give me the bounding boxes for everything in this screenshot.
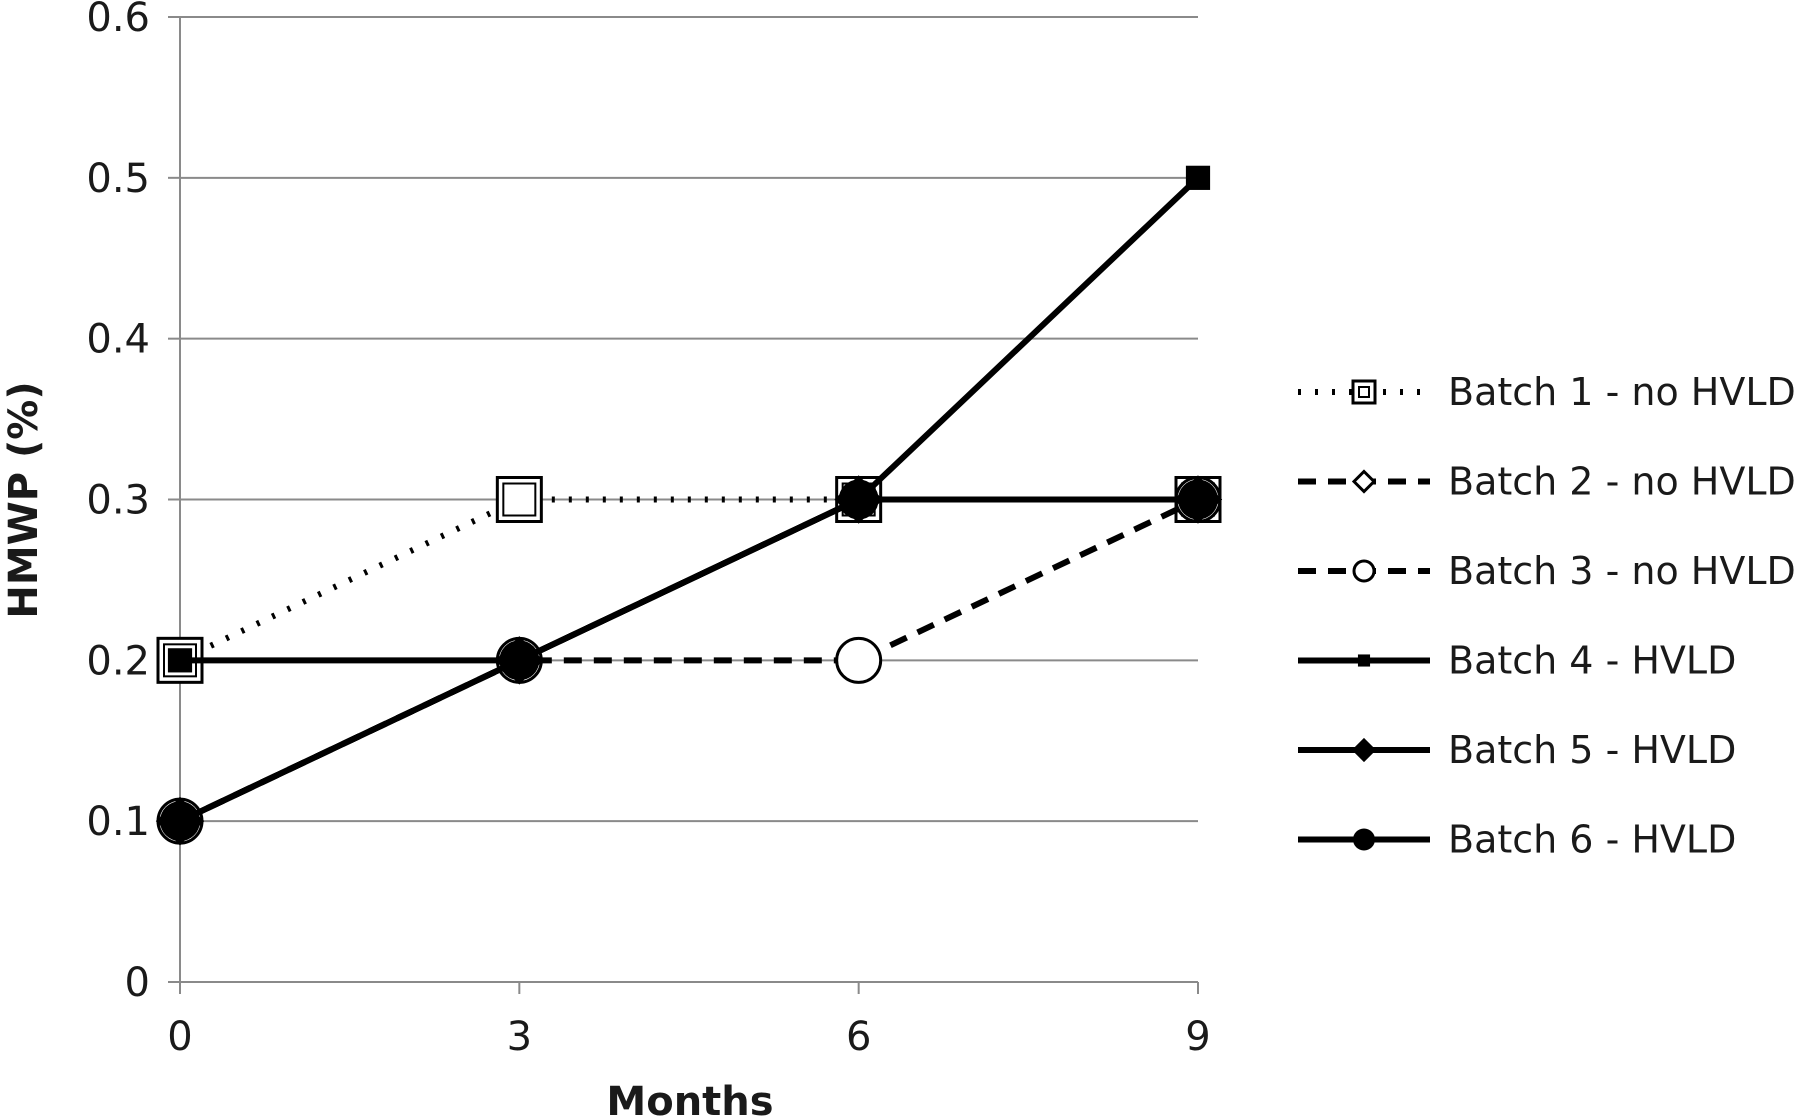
data-point: [495, 476, 543, 523]
data-point: [838, 479, 879, 520]
y-tick-label: 0.1: [86, 799, 150, 845]
data-point-outer: [495, 476, 543, 523]
x-tick-label: 6: [846, 1014, 871, 1060]
legend-item-2: Batch 2 - no HVLD: [1298, 460, 1796, 504]
legend-item-5: Batch 5 - HVLD: [1298, 728, 1736, 772]
axes: [168, 16, 1199, 994]
y-tick-label: 0: [125, 960, 150, 1006]
series-4: [167, 165, 1211, 673]
legend-marker: [1351, 379, 1377, 405]
data-point: [1185, 165, 1211, 190]
y-tick-label: 0.4: [86, 317, 150, 363]
x-axis-title: Months: [606, 1079, 773, 1119]
legend-marker: [1353, 828, 1375, 851]
x-tick-label: 0: [167, 1014, 192, 1060]
series-line-6: [178, 496, 1198, 824]
data-point: [160, 801, 200, 842]
data-point: [835, 636, 883, 684]
x-tick-label: 3: [507, 1014, 532, 1060]
y-tick-label: 0.2: [86, 638, 150, 684]
data-point: [167, 648, 193, 673]
legend-marker-inner: [1358, 386, 1370, 398]
legend-label: Batch 4 - HVLD: [1448, 639, 1736, 683]
legend-item-4: Batch 4 - HVLD: [1298, 639, 1736, 683]
tick-labels: 0 0.1 0.2 0.3 0.4 0.5 0.6 0 3 6 9: [86, 0, 1210, 1060]
legend-marker: [1357, 654, 1371, 667]
legend-item-1: Batch 1 - no HVLD: [1298, 370, 1796, 414]
y-tick-label: 0.5: [86, 156, 150, 202]
data-point: [499, 640, 540, 681]
legend-label: Batch 1 - no HVLD: [1448, 370, 1796, 414]
legend-marker: [1352, 559, 1376, 583]
legend-item-3: Batch 3 - no HVLD: [1298, 549, 1796, 593]
data-point-inner: [502, 482, 537, 517]
legend-marker: [1351, 469, 1377, 494]
data-point: [1178, 479, 1218, 520]
series-line-4: [180, 175, 1201, 664]
y-axis-title: HMWP (%): [1, 381, 47, 618]
y-tick-label: 0.6: [86, 0, 150, 41]
series-6: [160, 479, 1218, 842]
legend-item-6: Batch 6 - HVLD: [1298, 818, 1736, 862]
legend: Batch 1 - no HVLD Batch 2 - no HVLD Batch …: [1298, 370, 1796, 862]
y-tick-label: 0.3: [86, 478, 150, 524]
legend-label: Batch 6 - HVLD: [1448, 818, 1736, 862]
legend-marker-outer: [1351, 379, 1377, 405]
legend-label: Batch 3 - no HVLD: [1448, 549, 1796, 593]
legend-marker: [1351, 737, 1377, 763]
legend-label: Batch 2 - no HVLD: [1448, 460, 1796, 504]
grid-lines: [180, 16, 1198, 823]
series-group: [155, 165, 1223, 846]
legend-label: Batch 5 - HVLD: [1448, 728, 1736, 772]
x-tick-label: 9: [1185, 1014, 1210, 1060]
